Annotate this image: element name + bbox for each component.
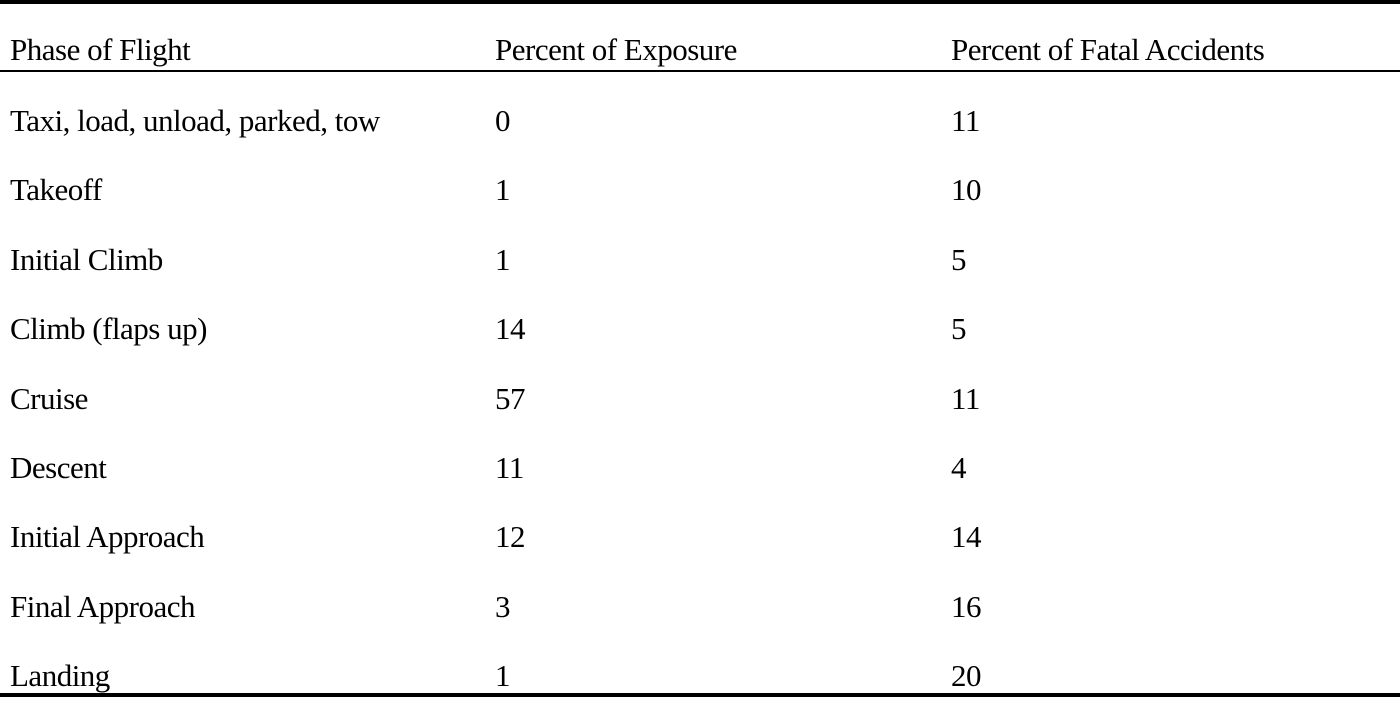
- fatal-accidents-cell: 5: [951, 241, 967, 277]
- fatal-accidents-cell: 11: [951, 103, 980, 138]
- fatal-accidents-cell: 20: [951, 658, 982, 694]
- fatal-accidents-cell: 14: [951, 519, 982, 555]
- table-row: Climb (flaps up) 14 5: [0, 307, 1400, 351]
- exposure-cell: 3: [495, 588, 511, 624]
- phase-cell: Climb (flaps up): [10, 311, 207, 347]
- phase-cell: Taxi, load, unload, parked, tow: [10, 103, 380, 138]
- exposure-cell: 11: [495, 450, 524, 485]
- exposure-cell: 1: [495, 172, 511, 208]
- column-header-phase: Phase of Flight: [10, 32, 191, 67]
- exposure-cell: 12: [495, 519, 526, 555]
- exposure-cell: 0: [495, 103, 511, 138]
- header-rule: [0, 70, 1400, 72]
- fatal-accidents-cell: 10: [951, 172, 982, 208]
- table-row: Takeoff 1 10: [0, 168, 1400, 212]
- fatal-accidents-cell: 5: [951, 311, 967, 347]
- phase-cell: Final Approach: [10, 588, 196, 624]
- phase-cell: Descent: [10, 450, 107, 485]
- column-header-exposure: Percent of Exposure: [495, 32, 737, 67]
- phase-cell: Landing: [10, 658, 110, 694]
- exposure-cell: 57: [495, 380, 526, 416]
- table-row: Initial Approach 12 14: [0, 515, 1400, 559]
- header-row: Phase of Flight Percent of Exposure Perc…: [0, 28, 1400, 72]
- table-row: Cruise 57 11: [0, 377, 1400, 421]
- top-rule: [0, 0, 1400, 4]
- phase-cell: Cruise: [10, 380, 88, 416]
- fatal-accidents-cell: 4: [951, 450, 967, 485]
- bottom-rule: [0, 693, 1400, 697]
- fatal-accidents-cell: 16: [951, 588, 982, 624]
- phase-cell: Takeoff: [10, 172, 102, 208]
- table-row: Descent 11 4: [0, 446, 1400, 490]
- column-header-fatal-accidents: Percent of Fatal Accidents: [951, 32, 1265, 67]
- phase-cell: Initial Climb: [10, 241, 163, 277]
- fatal-accidents-cell: 11: [951, 380, 980, 416]
- exposure-cell: 1: [495, 658, 511, 694]
- table-row: Final Approach 3 16: [0, 585, 1400, 629]
- exposure-cell: 1: [495, 241, 511, 277]
- exposure-cell: 14: [495, 311, 526, 347]
- table-row: Landing 1 20: [0, 654, 1400, 698]
- phase-cell: Initial Approach: [10, 519, 205, 555]
- table-row: Initial Climb 1 5: [0, 238, 1400, 282]
- table-row: Taxi, load, unload, parked, tow 0 11: [0, 99, 1400, 143]
